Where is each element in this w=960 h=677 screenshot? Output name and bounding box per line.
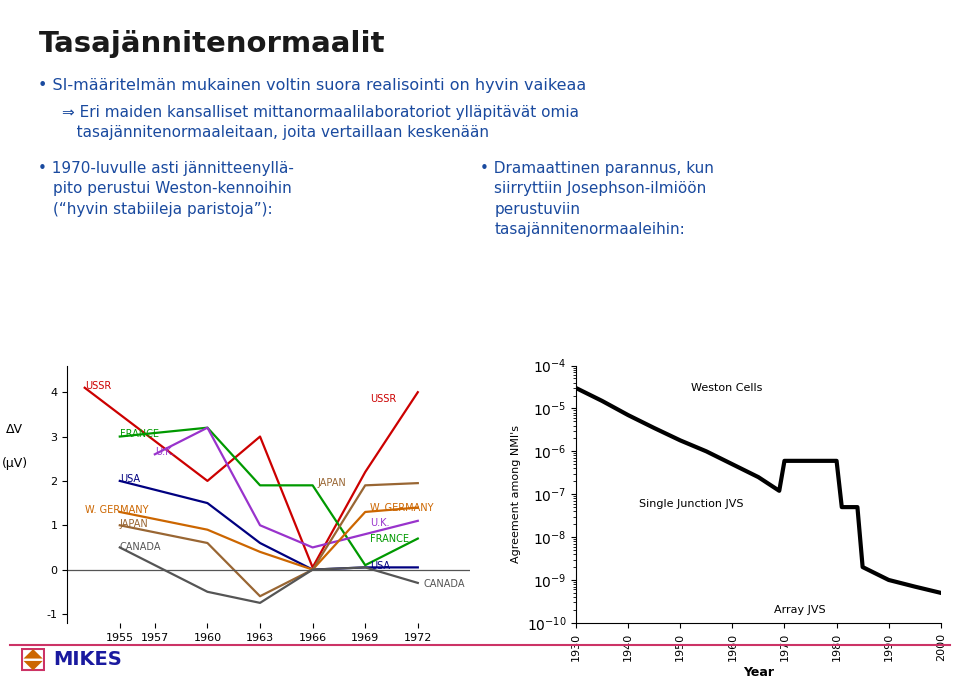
Text: USSR: USSR — [84, 380, 111, 391]
Text: U.K.: U.K. — [155, 447, 175, 457]
Text: ΔV: ΔV — [7, 423, 23, 437]
Text: Array JVS: Array JVS — [774, 605, 826, 615]
Text: JAPAN: JAPAN — [318, 478, 347, 488]
Text: (μV): (μV) — [2, 457, 28, 470]
Text: FRANCE: FRANCE — [371, 534, 410, 544]
Text: tasajännitenormaaleihin:: tasajännitenormaaleihin: — [494, 222, 685, 237]
Text: JAPAN: JAPAN — [120, 519, 149, 529]
X-axis label: Year: Year — [743, 666, 774, 677]
Text: (“hyvin stabiileja paristoja”):: (“hyvin stabiileja paristoja”): — [53, 202, 273, 217]
Text: W. GERMANY: W. GERMANY — [371, 504, 434, 513]
Text: USA: USA — [120, 474, 140, 483]
Text: pito perustui Weston-kennoihin: pito perustui Weston-kennoihin — [53, 181, 292, 196]
Text: tasajännitenormaaleitaan, joita vertaillaan keskenään: tasajännitenormaaleitaan, joita vertaill… — [62, 125, 490, 140]
Polygon shape — [23, 661, 42, 670]
Text: USSR: USSR — [371, 394, 396, 404]
Text: Weston Cells: Weston Cells — [690, 383, 762, 393]
Polygon shape — [23, 649, 42, 659]
Y-axis label: Agreement among NMI's: Agreement among NMI's — [511, 425, 521, 563]
Text: CANADA: CANADA — [423, 579, 465, 589]
Text: Tasajännitenormaalit: Tasajännitenormaalit — [38, 30, 385, 58]
Text: ⇒ Eri maiden kansalliset mittanormaalilaboratoriot ylläpitävät omia: ⇒ Eri maiden kansalliset mittanormaalila… — [62, 105, 580, 120]
Text: FRANCE: FRANCE — [120, 429, 158, 439]
Text: • 1970-luvulle asti jännitteenyllä-: • 1970-luvulle asti jännitteenyllä- — [38, 161, 295, 176]
Text: siirryttiin Josephson-ilmiöön: siirryttiin Josephson-ilmiöön — [494, 181, 707, 196]
Text: U.K.: U.K. — [371, 518, 390, 528]
Text: MIKES: MIKES — [53, 650, 122, 669]
Text: Single Junction JVS: Single Junction JVS — [638, 499, 743, 508]
Text: perustuviin: perustuviin — [494, 202, 581, 217]
Text: USA: USA — [371, 561, 391, 571]
Text: W. GERMANY: W. GERMANY — [84, 505, 148, 515]
Text: CANADA: CANADA — [120, 542, 161, 552]
Text: • SI-määritelmän mukainen voltin suora realisointi on hyvin vaikeaa: • SI-määritelmän mukainen voltin suora r… — [38, 78, 587, 93]
Text: • Dramaattinen parannus, kun: • Dramaattinen parannus, kun — [480, 161, 714, 176]
